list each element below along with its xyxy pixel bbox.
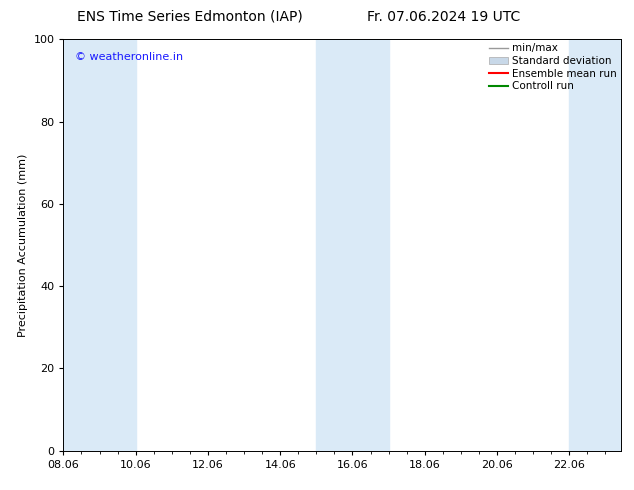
Text: © weatheronline.in: © weatheronline.in xyxy=(75,51,183,62)
Bar xyxy=(63,39,136,451)
Legend: min/max, Standard deviation, Ensemble mean run, Controll run: min/max, Standard deviation, Ensemble me… xyxy=(488,41,619,93)
Y-axis label: Precipitation Accumulation (mm): Precipitation Accumulation (mm) xyxy=(18,153,28,337)
Bar xyxy=(316,39,389,451)
Text: ENS Time Series Edmonton (IAP): ENS Time Series Edmonton (IAP) xyxy=(77,10,303,24)
Text: Fr. 07.06.2024 19 UTC: Fr. 07.06.2024 19 UTC xyxy=(367,10,521,24)
Bar xyxy=(569,39,634,451)
